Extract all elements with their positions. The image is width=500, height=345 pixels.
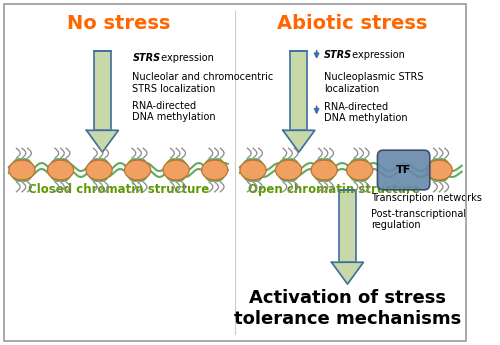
Text: Closed chromatin structure: Closed chromatin structure [28, 183, 209, 196]
Ellipse shape [124, 160, 150, 180]
Text: Nucleoplasmic STRS
localization: Nucleoplasmic STRS localization [324, 72, 424, 93]
Bar [290, 51, 308, 130]
Text: expression: expression [350, 50, 405, 60]
Text: No stress: No stress [66, 14, 170, 33]
Ellipse shape [426, 160, 452, 180]
Text: Activation of stress
tolerance mechanisms: Activation of stress tolerance mechanism… [234, 289, 461, 328]
Text: TF: TF [396, 165, 411, 175]
Bar [94, 51, 111, 130]
Ellipse shape [346, 160, 373, 180]
Polygon shape [283, 130, 315, 152]
Text: RNA-directed
DNA methylation: RNA-directed DNA methylation [324, 102, 407, 123]
Ellipse shape [163, 160, 189, 180]
Ellipse shape [311, 160, 337, 180]
Text: RNA-directed
DNA methylation: RNA-directed DNA methylation [132, 101, 216, 122]
Ellipse shape [86, 160, 112, 180]
Ellipse shape [240, 160, 266, 180]
Polygon shape [332, 262, 364, 284]
Ellipse shape [48, 160, 74, 180]
Text: Transcription networks: Transcription networks [371, 193, 482, 203]
Ellipse shape [276, 160, 301, 180]
Text: Abiotic stress: Abiotic stress [277, 14, 428, 33]
Ellipse shape [9, 160, 35, 180]
Polygon shape [86, 130, 118, 152]
Text: expression: expression [158, 53, 214, 63]
Text: Nucleolar and chromocentric
STRS localization: Nucleolar and chromocentric STRS localiz… [132, 72, 274, 93]
Text: STRS: STRS [324, 50, 352, 60]
Text: Post-transcriptional
regulation: Post-transcriptional regulation [371, 209, 466, 230]
Ellipse shape [202, 160, 228, 180]
Text: STRS: STRS [132, 53, 160, 63]
FancyBboxPatch shape [378, 150, 430, 190]
Bar [339, 190, 356, 262]
Text: Open chromatin structure: Open chromatin structure [248, 183, 420, 196]
